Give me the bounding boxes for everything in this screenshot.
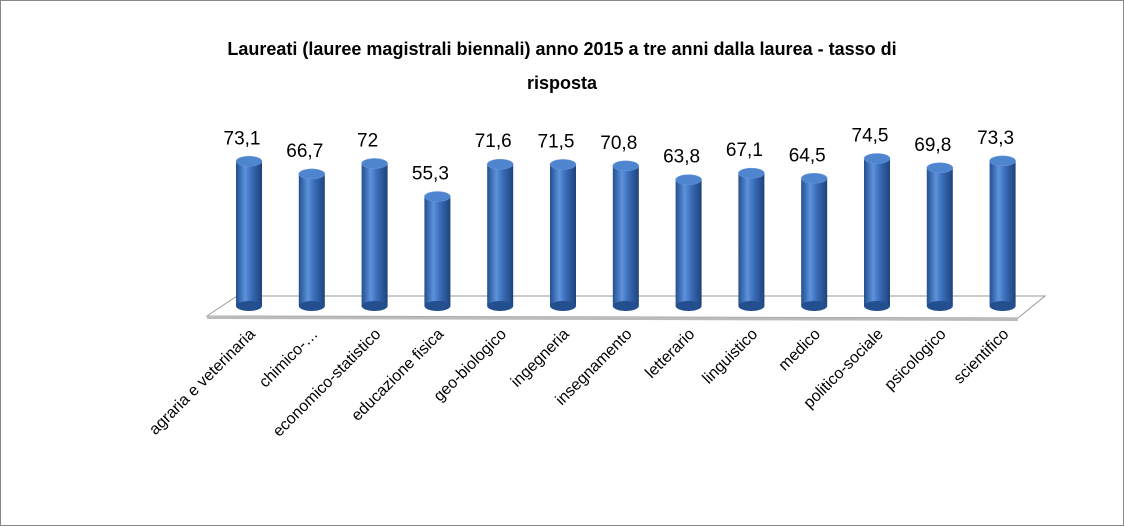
- cylinder: [926, 162, 954, 311]
- bar: [926, 167, 953, 306]
- bar: [989, 160, 1016, 306]
- bar-top: [424, 191, 451, 202]
- cylinder: [863, 153, 891, 311]
- value-label: 66,7: [286, 141, 323, 162]
- bar-top: [926, 162, 954, 174]
- bar-bottom: [550, 301, 576, 311]
- bar-bottom: [298, 301, 325, 311]
- cylinder: [298, 168, 326, 311]
- value-label: 73,1: [224, 128, 261, 149]
- value-label: 73,3: [977, 128, 1014, 149]
- value-label: 72: [357, 130, 378, 151]
- bar-bottom: [801, 301, 828, 311]
- bar: [487, 164, 514, 306]
- bar: [236, 161, 262, 306]
- bar: [738, 173, 765, 306]
- bar-bottom: [487, 301, 514, 311]
- value-label: 67,1: [726, 140, 763, 161]
- bar-top: [361, 158, 388, 169]
- bar-top: [863, 153, 891, 164]
- bar: [801, 178, 828, 306]
- bar: [550, 164, 576, 306]
- bar: [424, 196, 451, 306]
- value-label: 74,5: [852, 126, 889, 147]
- bar-top: [738, 167, 765, 179]
- bar: [675, 179, 702, 306]
- bar-top: [989, 155, 1016, 167]
- value-label: 69,8: [914, 135, 951, 156]
- value-label: 64,5: [789, 145, 826, 166]
- bar-bottom: [236, 301, 262, 311]
- chart-title: Laureati (lauree magistrali biennali) an…: [227, 39, 896, 59]
- bar-top: [298, 168, 326, 180]
- value-label: 71,6: [475, 131, 512, 152]
- cylinder: [612, 160, 640, 311]
- bar-bottom: [675, 301, 702, 311]
- cylinder: [738, 167, 765, 311]
- bar: [612, 165, 639, 306]
- bar-top: [675, 174, 702, 185]
- bar-bottom: [424, 301, 451, 311]
- floor-edge: [207, 316, 1018, 321]
- cylinder: [486, 158, 514, 311]
- bar-bottom: [864, 301, 890, 311]
- value-label: 71,5: [538, 131, 575, 152]
- bar-top: [800, 173, 828, 184]
- cylinder: [235, 156, 263, 311]
- chart-title: risposta: [527, 73, 598, 93]
- value-label: 70,8: [600, 133, 637, 154]
- cylinder: [800, 173, 828, 311]
- bar-top: [486, 158, 514, 170]
- bar-bottom: [738, 301, 765, 311]
- bar: [864, 158, 890, 306]
- cylinder: [424, 191, 451, 311]
- cylinder: [989, 155, 1016, 311]
- bar-top: [549, 159, 577, 170]
- bar-bottom: [361, 301, 388, 311]
- bar-bottom: [612, 301, 639, 311]
- bar: [361, 163, 388, 306]
- bar-top: [235, 156, 263, 167]
- value-label: 55,3: [412, 164, 449, 185]
- value-label: 63,8: [663, 147, 700, 168]
- bar-bottom: [926, 301, 953, 311]
- bar-top: [612, 160, 640, 172]
- bar: [298, 173, 325, 306]
- bar-bottom: [989, 301, 1016, 311]
- cylinder: [361, 158, 388, 311]
- cylinder: [549, 159, 577, 311]
- cylinder: [675, 174, 702, 311]
